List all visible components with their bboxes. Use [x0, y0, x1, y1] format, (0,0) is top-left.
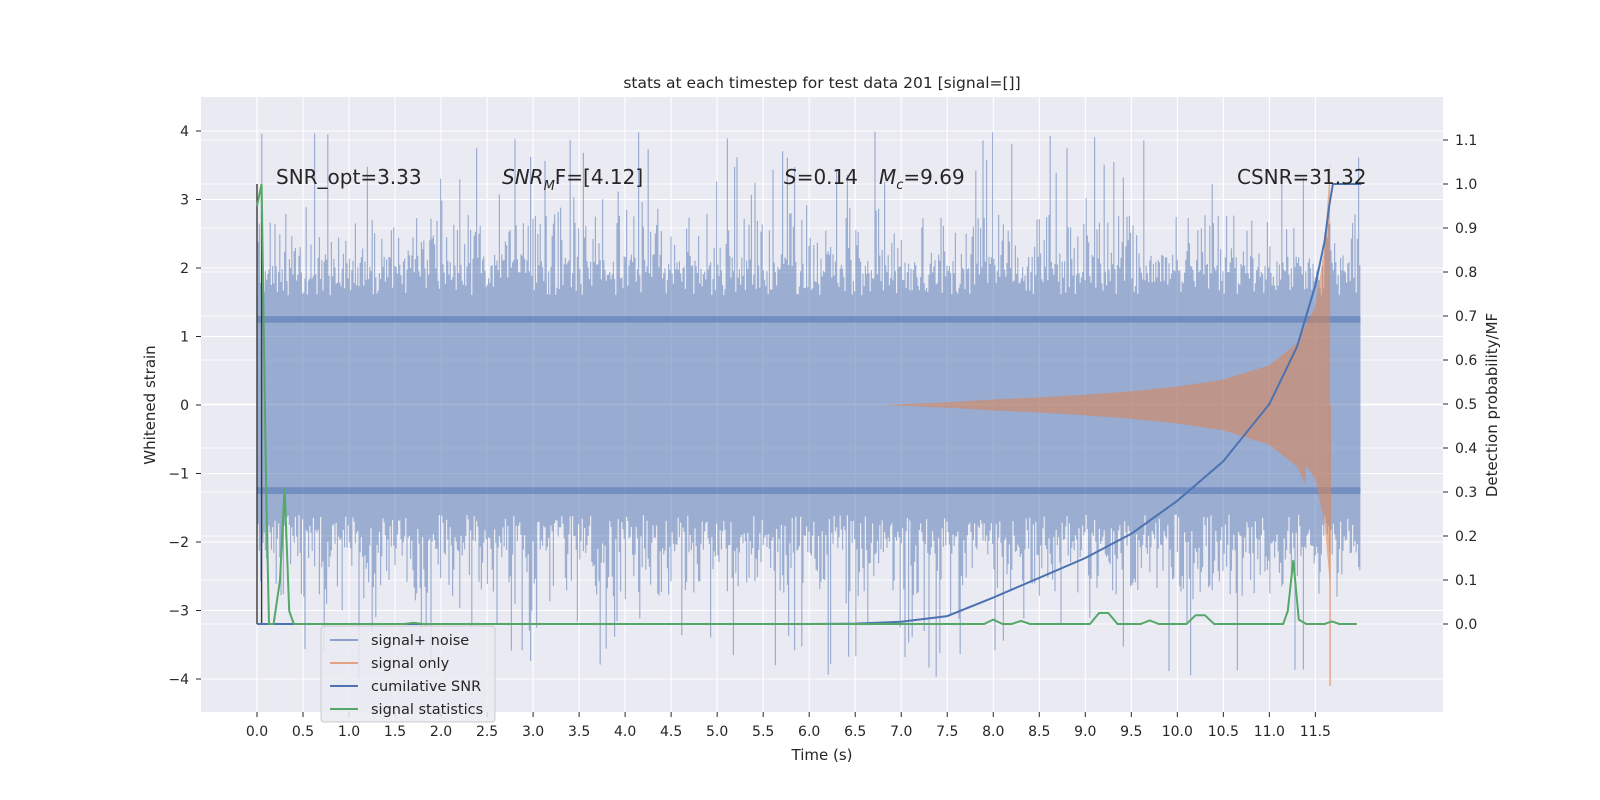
y2-tick-label: 1.0 [1455, 177, 1477, 193]
x-tick-label: 11.0 [1254, 724, 1285, 740]
x-tick-label: 1.5 [384, 724, 406, 740]
y2-tick-label: 0.0 [1455, 617, 1477, 633]
x-tick-label: 0.5 [292, 724, 314, 740]
x-tick-label: 10.5 [1208, 724, 1239, 740]
annotations: SNR_opt=3.33 SNRMF=[4.12] S=0.14 Mc=9.69… [276, 165, 1367, 194]
x-tick-label: 7.0 [890, 724, 912, 740]
x-tick-label: 0.0 [246, 724, 268, 740]
chirp-envelope [882, 161, 1331, 588]
y-tick-label: −2 [168, 535, 189, 551]
y2-tick-label: 1.1 [1455, 133, 1477, 149]
y2-tick-label: 0.2 [1455, 529, 1477, 545]
data-layer [256, 131, 1362, 686]
x-tick-label: 11.5 [1300, 724, 1331, 740]
annotation-snr-mf-rest: F=[4.12] [555, 165, 643, 189]
y-tick-label: 4 [180, 124, 189, 140]
ticks: 0.0 0.5 1.0 1.5 2.0 2.5 3.0 3.5 4.0 4.5 5.0 5.5 6.0 6… [168, 124, 1477, 740]
y2-tick-label: 0.3 [1455, 485, 1477, 501]
series-signal-only [882, 161, 1331, 686]
x-tick-label: 8.5 [1028, 724, 1050, 740]
x-tick-label: 2.5 [476, 724, 498, 740]
chart-title: stats at each timestep for test data 201… [623, 74, 1020, 92]
x-tick-label: 3.0 [522, 724, 544, 740]
annotation-snr-mf-sub: M [544, 179, 555, 194]
x-tick-label: 4.5 [660, 724, 682, 740]
y-tick-label: 2 [180, 261, 189, 277]
x-tick-label: 6.0 [798, 724, 820, 740]
y2-tick-label: 0.5 [1455, 397, 1477, 413]
x-tick-label: 9.0 [1074, 724, 1096, 740]
y2-tick-label: 0.7 [1455, 309, 1477, 325]
x-tick-label: 9.5 [1120, 724, 1142, 740]
x-tick-label: 6.5 [844, 724, 866, 740]
annotation-s-rest: =0.14 [797, 165, 858, 189]
x-tick-label: 4.0 [614, 724, 636, 740]
legend-label: signal statistics [371, 702, 483, 718]
annotation-mc: Mc=9.69 [879, 165, 965, 193]
x-tick-label: 5.5 [752, 724, 774, 740]
x-tick-label: 1.0 [338, 724, 360, 740]
annotation-snr-mf: SNRMF=[4.12] [502, 165, 643, 194]
annotation-csnr: CSNR=31.32 [1237, 165, 1367, 189]
annotation-mc-sub: c [896, 178, 903, 193]
y2-tick-label: 0.1 [1455, 573, 1477, 589]
y-tick-label: −4 [168, 672, 189, 688]
y-tick-label: 1 [180, 330, 189, 346]
legend: signal+ noise signal only cumilative SNR si… [320, 625, 496, 723]
y-tick-label: 0 [180, 398, 189, 414]
y2-tick-label: 0.8 [1455, 265, 1477, 281]
annotation-snr-mf-main: SNR [502, 165, 544, 189]
legend-label: cumilative SNR [371, 679, 481, 695]
y2-tick-label: 0.6 [1455, 353, 1477, 369]
x-tick-label: 2.0 [430, 724, 452, 740]
x-tick-label: 5.0 [706, 724, 728, 740]
x-tick-label: 3.5 [568, 724, 590, 740]
y2-axis-label: Detection probability/MF [1483, 313, 1501, 497]
start-marker [256, 184, 263, 624]
y2-tick-label: 0.9 [1455, 221, 1477, 237]
x-tick-label: 7.5 [936, 724, 958, 740]
y-tick-label: −1 [168, 467, 189, 483]
x-axis-label: Time (s) [791, 746, 853, 764]
annotation-s: S=0.14 [784, 165, 858, 189]
annotation-s-main: S [784, 165, 797, 189]
series-cumulative-snr [257, 183, 1362, 625]
annotation-mc-main: M [879, 165, 896, 189]
legend-box [320, 625, 496, 723]
series-signal-statistics [256, 183, 1357, 625]
legend-label: signal only [371, 656, 450, 672]
y-tick-label: −3 [168, 604, 189, 620]
x-tick-label: 8.0 [982, 724, 1004, 740]
legend-label: signal+ noise [371, 633, 469, 649]
annotation-snr-opt: SNR_opt=3.33 [276, 165, 422, 189]
x-tick-label: 10.0 [1162, 724, 1193, 740]
annotation-mc-rest: =9.69 [903, 165, 964, 189]
y2-tick-label: 0.4 [1455, 441, 1477, 457]
y-axis-label: Whitened strain [141, 345, 159, 464]
y-tick-label: 3 [180, 193, 189, 209]
